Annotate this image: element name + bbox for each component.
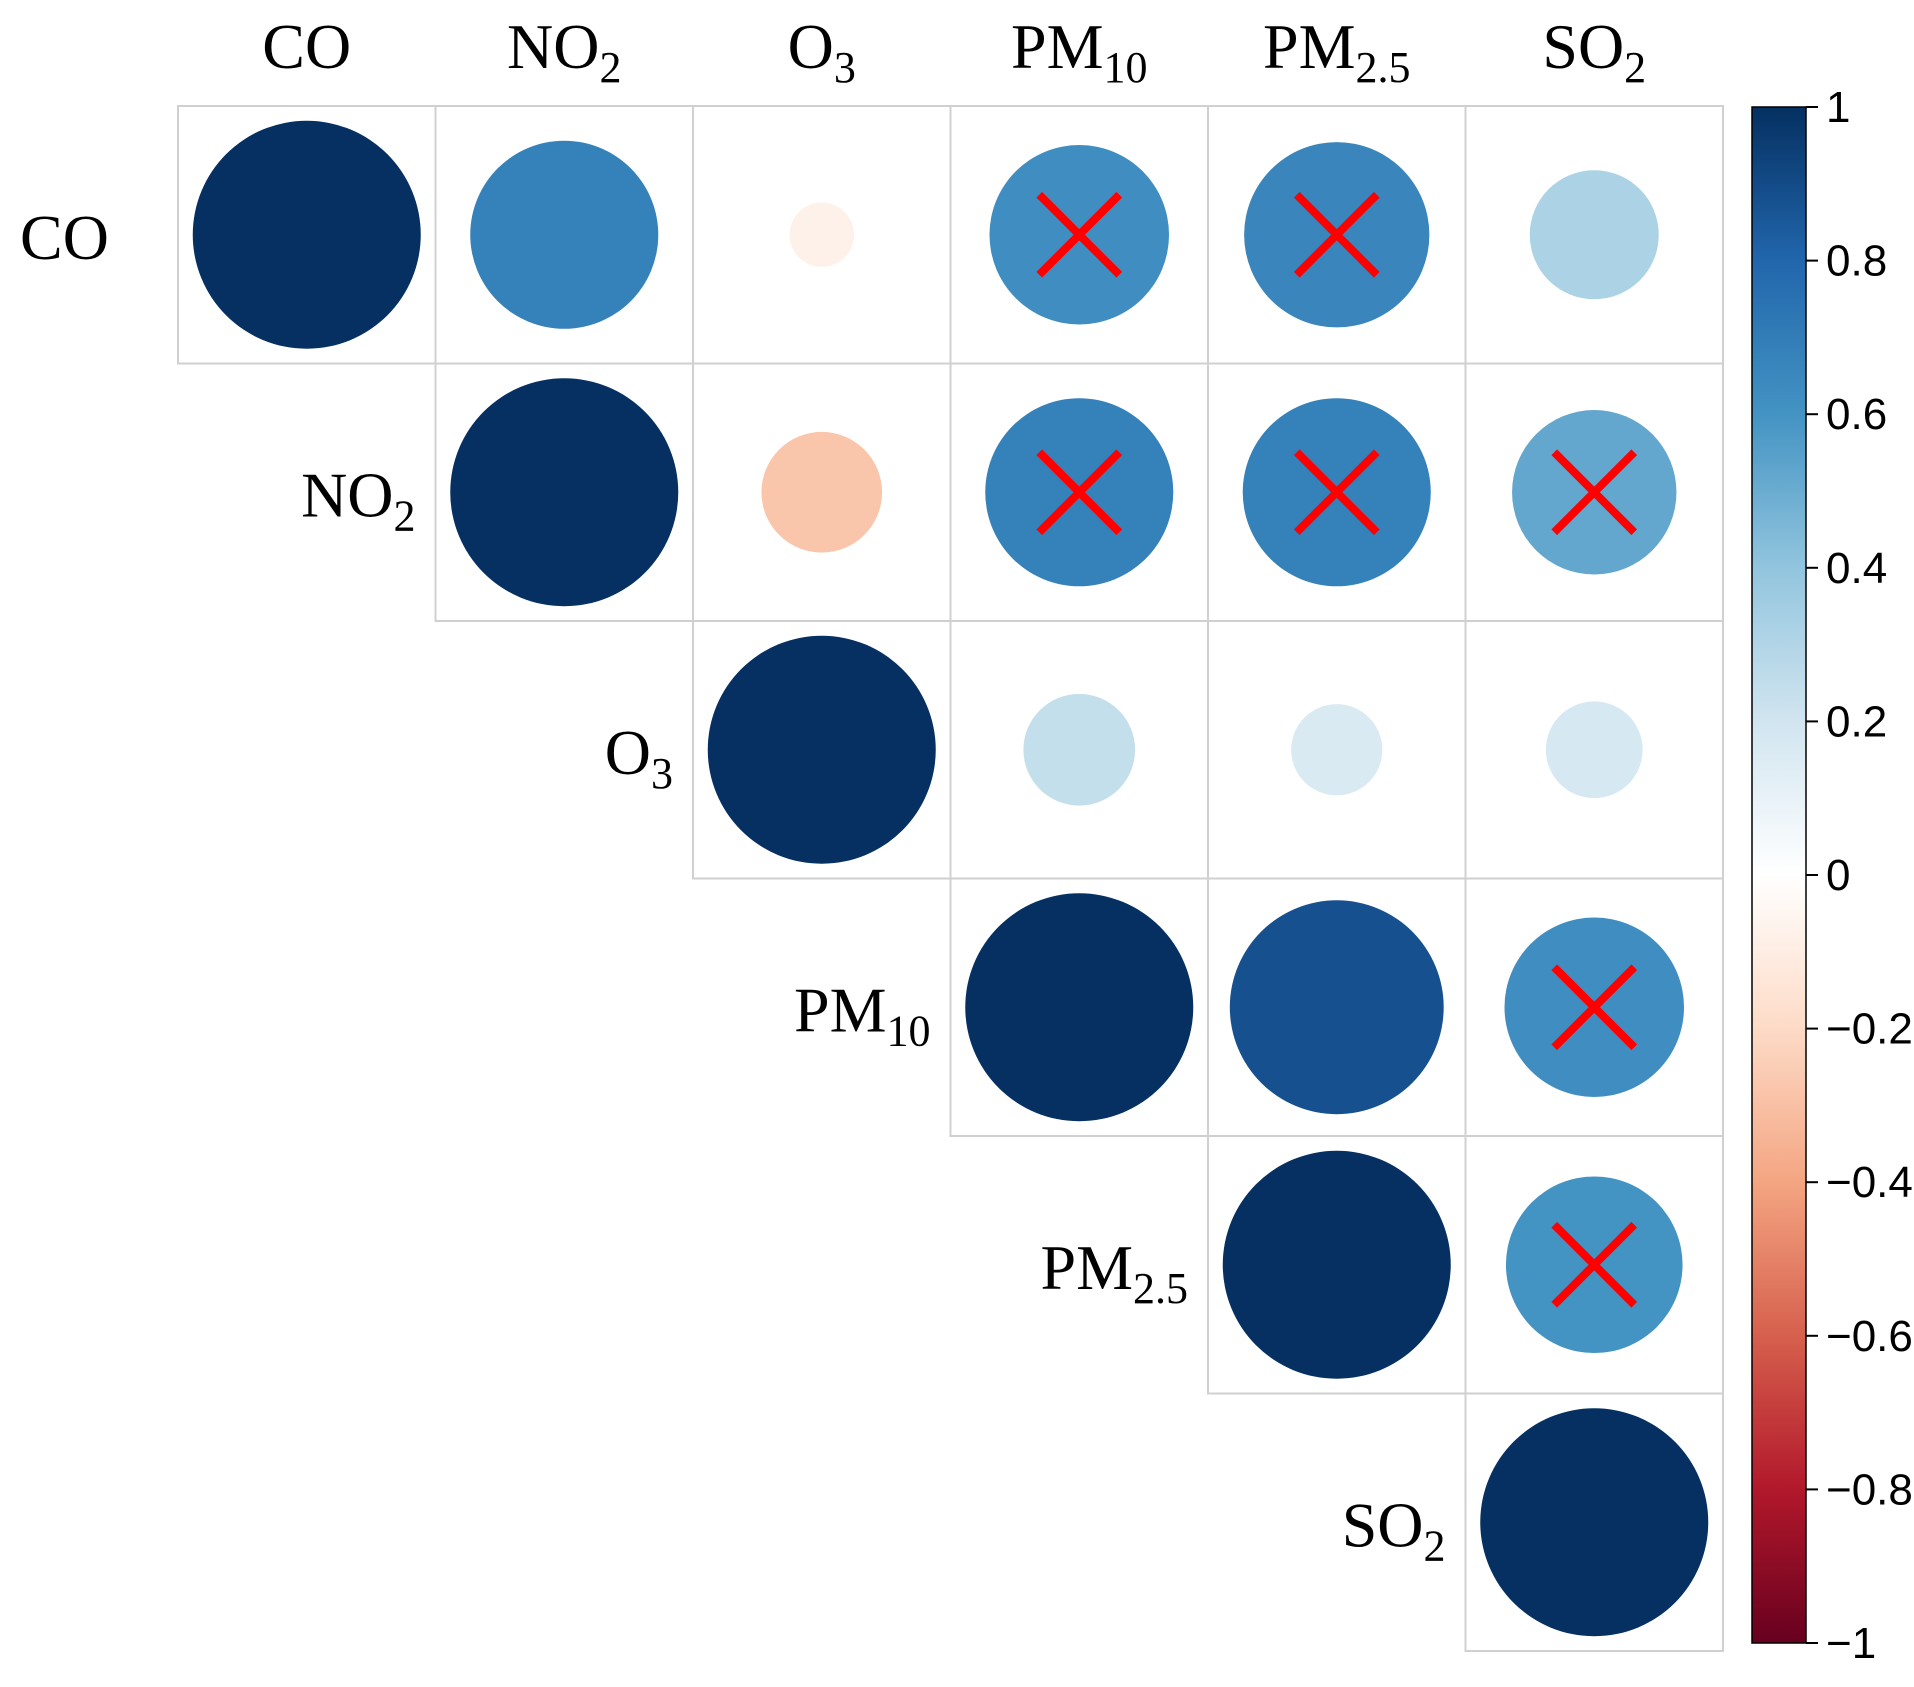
colorbar-tick-label-6: −0.2 <box>1826 1005 1913 1054</box>
corr-circle-1-1 <box>450 378 679 607</box>
cross-mark-1-5 <box>1551 449 1638 536</box>
row-label-1: NO2 <box>301 459 415 540</box>
cross-layer <box>1036 191 1638 1308</box>
cross-mark-0-4 <box>1293 191 1380 278</box>
corr-circle-0-0 <box>192 120 421 349</box>
colorbar-ticks: 1 0.8 0.6 0.4 0.2 0 −0.2 −0.4 −0.6 −0.8 −1 <box>1806 83 1913 1668</box>
corr-circle-2-2 <box>707 635 936 864</box>
corr-circle-4-4 <box>1222 1150 1451 1379</box>
cross-mark-1-3 <box>1036 449 1123 536</box>
corr-circle-3-4 <box>1229 900 1444 1115</box>
row-label-0: CO <box>20 202 109 273</box>
cross-mark-1-4 <box>1293 449 1380 536</box>
column-label-0: CO <box>262 11 351 82</box>
corr-circle-1-2 <box>761 431 883 553</box>
row-label-5: SO2 <box>1342 1489 1446 1570</box>
colorbar-tick-label-3: 0.4 <box>1826 544 1887 593</box>
colorbar-tick-label-9: −0.8 <box>1826 1465 1913 1514</box>
row-label-3: PM10 <box>794 974 931 1055</box>
corr-circle-2-5 <box>1545 701 1643 799</box>
row-label-4: PM2.5 <box>1041 1232 1189 1313</box>
grid-cell-5-5 <box>1464 1392 1724 1652</box>
corr-circle-5-5 <box>1480 1408 1709 1637</box>
colorbar-tick-label-0: 1 <box>1826 83 1850 132</box>
corr-circle-0-2 <box>789 202 854 267</box>
cross-mark-3-5 <box>1551 964 1638 1051</box>
corr-circle-3-3 <box>965 893 1194 1122</box>
colorbar: 1 0.8 0.6 0.4 0.2 0 −0.2 −0.4 −0.6 −0.8 −1 <box>1751 83 1913 1668</box>
corr-circle-0-5 <box>1529 170 1659 300</box>
grid-layer <box>177 105 1724 1652</box>
corr-circle-2-3 <box>1023 693 1136 806</box>
cross-mark-4-5 <box>1551 1221 1638 1308</box>
colorbar-tick-label-1: 0.8 <box>1826 237 1887 286</box>
colorbar-tick-label-8: −0.6 <box>1826 1312 1913 1361</box>
colorbar-gradient <box>1751 106 1807 1644</box>
colorbar-tick-label-5: 0 <box>1826 851 1850 900</box>
column-label-4: PM2.5 <box>1263 11 1411 92</box>
column-label-1: NO2 <box>507 11 621 92</box>
column-label-5: SO2 <box>1542 11 1646 92</box>
colorbar-tick-label-7: −0.4 <box>1826 1158 1913 1207</box>
cross-mark-0-3 <box>1036 191 1123 278</box>
column-label-3: PM10 <box>1011 11 1148 92</box>
label-layer: CO NO2 O3 PM10 PM2.5 SO2 CO NO2 O3 PM10 PM2.5 SO2 <box>20 11 1646 1570</box>
row-label-2: O3 <box>605 717 673 798</box>
colorbar-tick-label-2: 0.6 <box>1826 390 1887 439</box>
colorbar-tick-label-10: −1 <box>1826 1619 1876 1668</box>
colorbar-tick-label-4: 0.2 <box>1826 697 1887 746</box>
column-label-2: O3 <box>788 11 856 92</box>
corr-circle-0-1 <box>470 140 659 329</box>
corr-circle-2-4 <box>1291 704 1383 796</box>
